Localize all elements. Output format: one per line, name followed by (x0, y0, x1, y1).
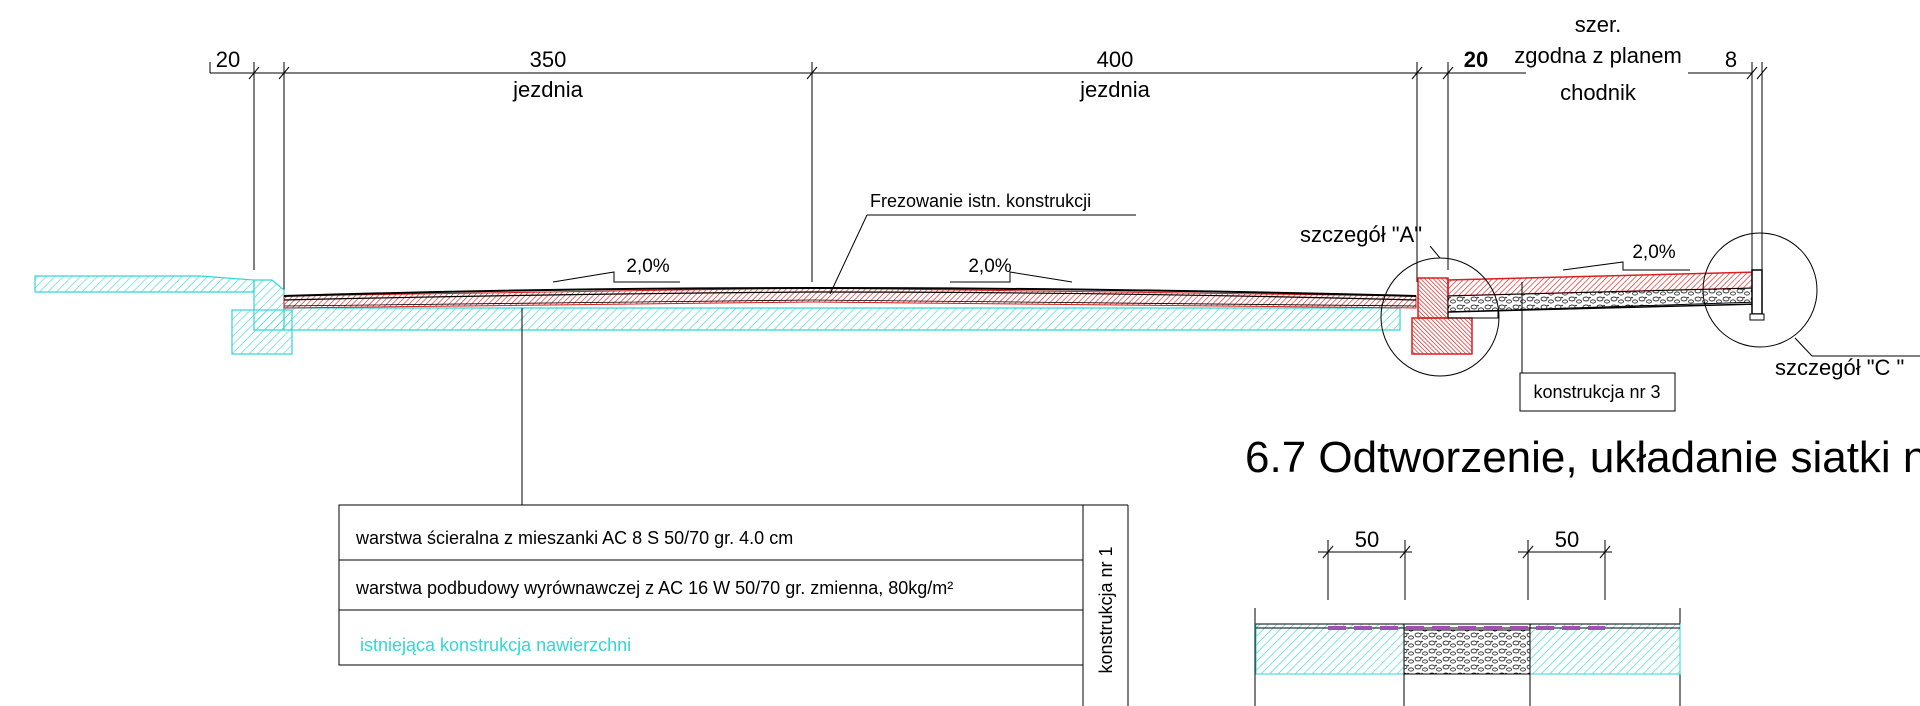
slope-indicators (552, 261, 1690, 283)
milling-leader (829, 214, 1136, 295)
detail-a-label: szczegół "A" (1300, 222, 1422, 247)
section-heading: 6.7 Odtworzenie, układanie siatki na (1245, 433, 1920, 482)
construction-3-box (1519, 372, 1676, 412)
layer-table-side-label: konstrukcja nr 1 (1096, 546, 1116, 673)
milling-callout: Frezowanie istn. konstrukcji (870, 191, 1091, 211)
layer-row-1: warstwa ścieralna z mieszanki AC 8 S 50/… (355, 528, 793, 548)
detail-c-circle (1702, 232, 1818, 348)
dim-left-offset: 20 (216, 47, 240, 72)
construction-3-label: konstrukcja nr 3 (1533, 382, 1660, 402)
detail-c-leader (1794, 337, 1813, 357)
dim-curb-width: 20 (1464, 47, 1488, 72)
sidewalk-structure (1447, 269, 1765, 321)
detail-dimension-lines (1254, 540, 1681, 706)
existing-structure (34, 275, 1401, 355)
slope-sidewalk: 2,0% (1632, 242, 1675, 263)
detail-dim-right: 50 (1555, 527, 1579, 552)
dim-sidewalk-label: chodnik (1560, 80, 1637, 105)
detail-a-leader (1429, 245, 1441, 259)
dim-edge-width: 8 (1725, 47, 1737, 72)
asphalt-layers (283, 286, 1417, 309)
detail-dim-left: 50 (1355, 527, 1379, 552)
dimension-chain-top (209, 62, 1768, 290)
detail-c-label: szczegół "C " (1775, 355, 1904, 380)
dim-lane1-label: jezdnia (512, 77, 583, 102)
slope-lane1: 2,0% (626, 256, 669, 277)
dim-sidewalk-line1: szer. (1575, 12, 1621, 37)
dim-lane2-width: 400 (1097, 47, 1134, 72)
curb-right (1411, 277, 1499, 355)
layer-row-3: istniejąca konstrukcja nawierzchni (360, 635, 631, 655)
dim-sidewalk-line2: zgodna z planem (1514, 43, 1682, 68)
layer-table (338, 504, 1129, 706)
layer-row-2: warstwa podbudowy wyrównawczej z AC 16 W… (355, 578, 953, 598)
dim-lane2-label: jezdnia (1079, 77, 1150, 102)
dim-lane1-width: 350 (530, 47, 567, 72)
detail-section-structure (1255, 623, 1681, 706)
slope-lane2: 2,0% (968, 256, 1011, 277)
